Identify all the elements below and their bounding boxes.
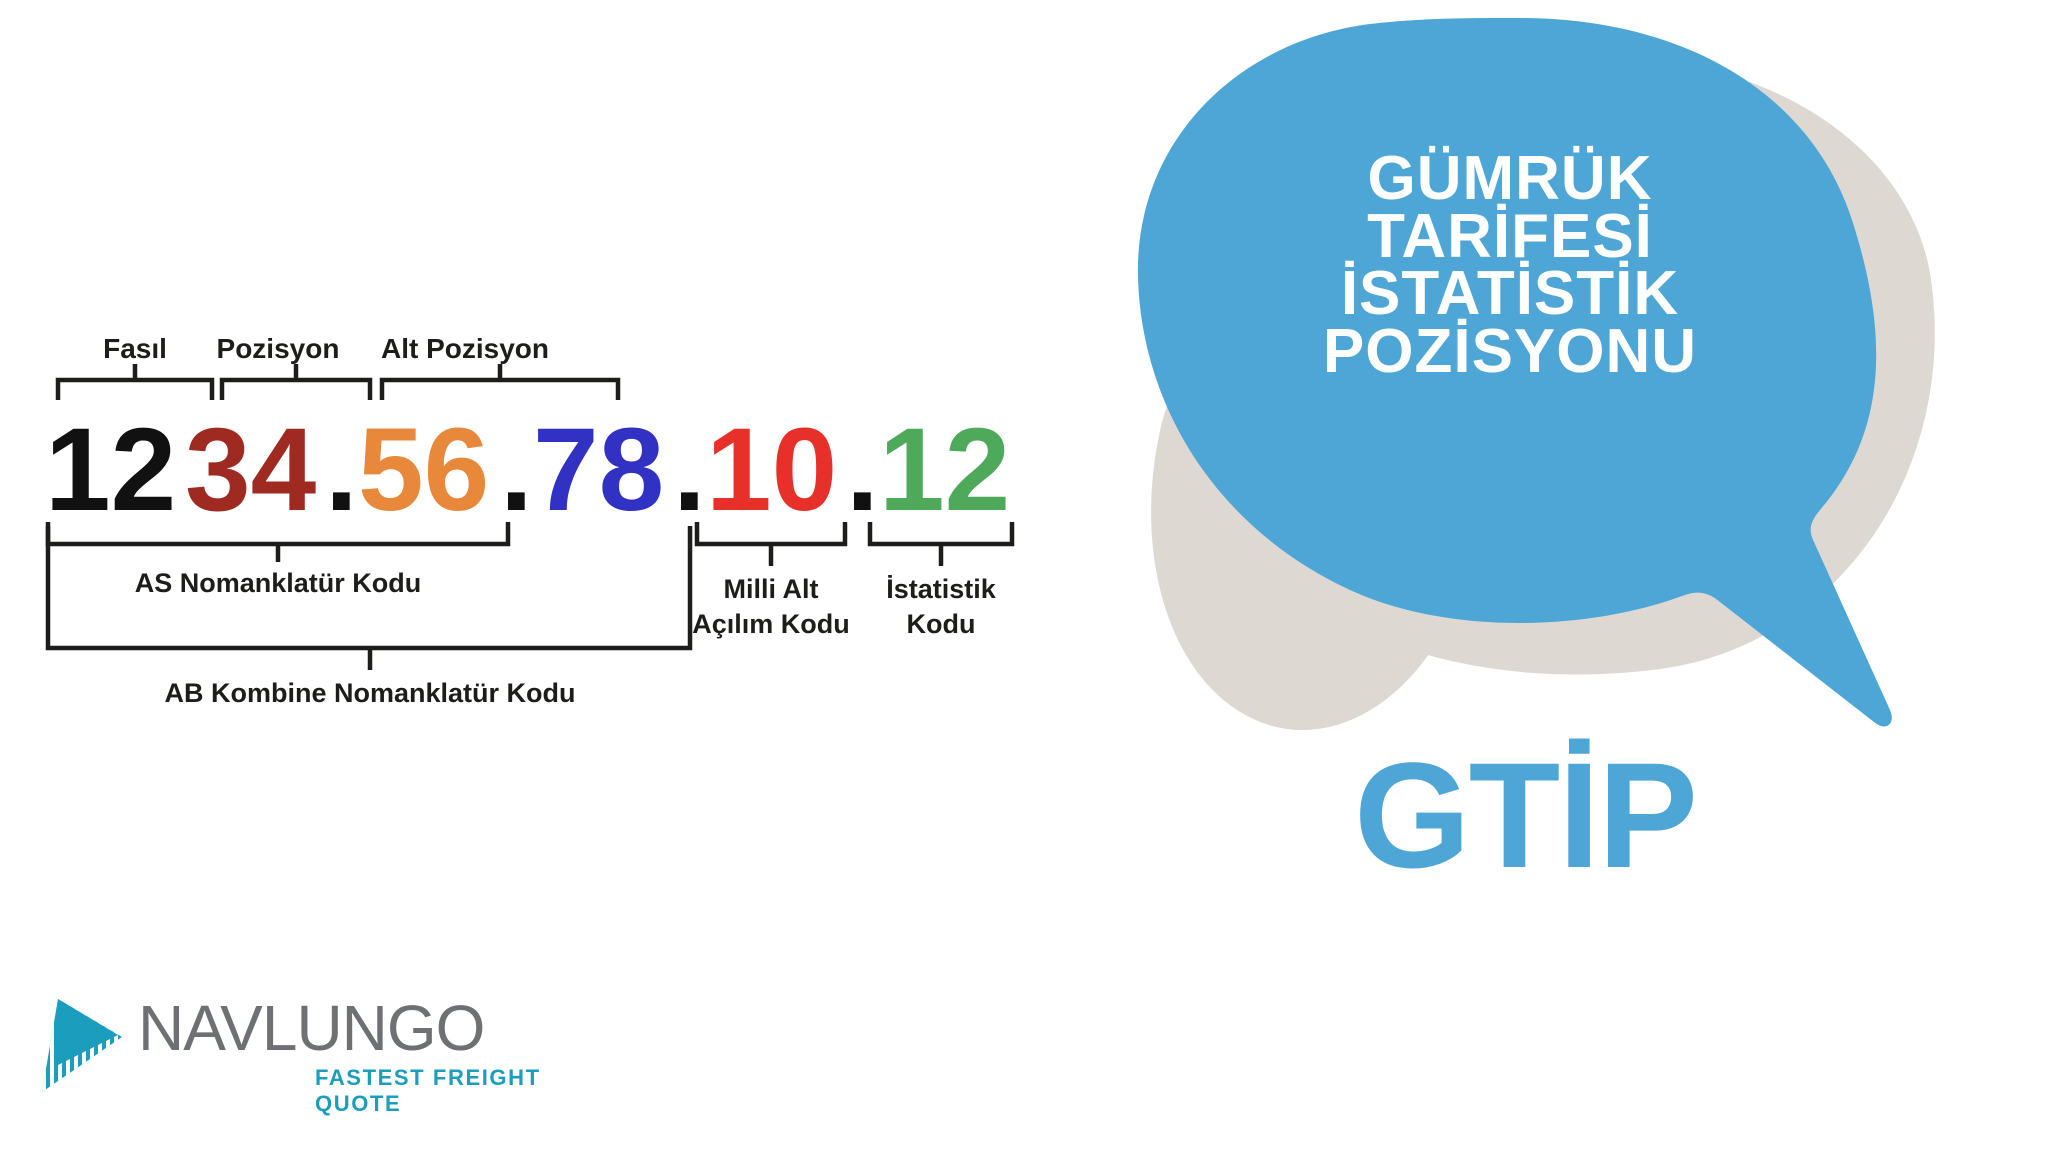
top-label-alt-pozisyon: Alt Pozisyon: [381, 333, 549, 364]
bottom-label-as-nomanklatur: AS Nomanklatür Kodu: [135, 568, 422, 598]
code-group-fasil: 12: [45, 404, 176, 536]
top-label-fasil: Fasıl: [103, 333, 167, 364]
navlungo-wordmark: NAVLUNGO: [138, 991, 486, 1065]
gtip-acronym: GTİP: [1353, 731, 1698, 899]
bottom-label-milli-alt: Milli Alt: [724, 574, 819, 604]
navlungo-tagline: FASTEST FREIGHT QUOTE: [315, 1065, 541, 1116]
bottom-label-istatistik: İstatistik: [886, 574, 997, 604]
bracket-istatistik: [867, 522, 1015, 566]
navlungo-wordmark-part1: NAVLUN: [138, 992, 388, 1064]
code-group-alt-pozisyon: 56: [358, 404, 489, 536]
bottom-label-acilim-kodu: Açılım Kodu: [692, 609, 850, 639]
speech-bubble-shape: [1120, 10, 1910, 730]
navlungo-mark-icon: [40, 993, 125, 1098]
bubble-heading: GÜMRÜK TARİFESİ İSTATİSTİK POZİSYONU: [1322, 144, 1698, 386]
code-group-ab-kombine: 78: [533, 404, 664, 536]
bracket-alt-pozisyon: [379, 364, 621, 400]
bracket-pozisyon: [219, 364, 373, 400]
code-separator-4: .: [846, 404, 879, 536]
bottom-label-istatistik-kodu: Kodu: [907, 609, 976, 639]
code-group-istatistik: 12: [879, 404, 1010, 536]
code-group-pozisyon: 34: [185, 404, 316, 536]
code-group-milli-alt: 10: [706, 404, 837, 536]
gtip-code-diagram: Fasıl Pozisyon Alt Pozisyon 12 34 . 56 .…: [0, 330, 1150, 760]
code-separator-2: .: [500, 404, 533, 536]
bubble-panel: GÜMRÜK TARİFESİ İSTATİSTİK POZİSYONU GTİ…: [1104, 0, 2048, 1152]
bracket-ab-kombine: [45, 526, 693, 670]
top-label-pozisyon: Pozisyon: [217, 333, 340, 364]
navlungo-logo: NAVLUNGO FASTEST FREIGHT QUOTE: [40, 985, 560, 1116]
bracket-milli-alt: [694, 522, 848, 566]
code-separator-3: .: [673, 404, 706, 536]
navlungo-wordmark-part2: GO: [386, 992, 486, 1064]
bracket-fasil: [55, 364, 215, 400]
code-separator-1: .: [325, 404, 358, 536]
footer-label-ab-kombine: AB Kombine Nomanklatür Kodu: [164, 678, 575, 708]
